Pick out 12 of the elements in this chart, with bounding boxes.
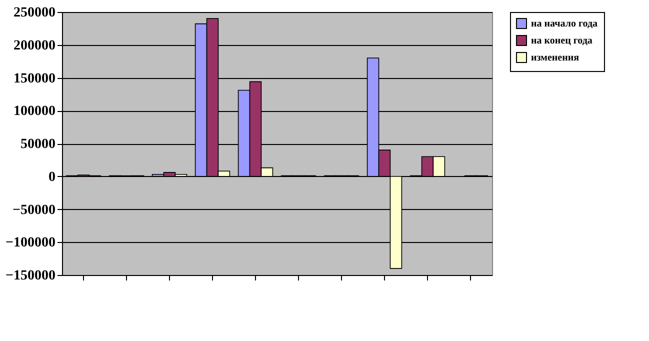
legend-label: на конец года bbox=[531, 36, 592, 46]
y-tick-label: −100000 bbox=[6, 236, 56, 251]
y-tick-label: 150000 bbox=[14, 71, 56, 86]
y-tick-label: 50000 bbox=[20, 137, 56, 152]
y-tick-label: 0 bbox=[48, 170, 56, 185]
y-tick-label: −50000 bbox=[12, 202, 56, 218]
y-tick-label: 200000 bbox=[14, 38, 56, 54]
legend-label: на начало года bbox=[531, 18, 598, 30]
legend-label: изменения bbox=[531, 52, 580, 64]
y-tick-label: −150000 bbox=[6, 268, 56, 284]
y-tick-label: 100000 bbox=[14, 104, 56, 120]
y-tick-label: 250000 bbox=[14, 6, 56, 20]
